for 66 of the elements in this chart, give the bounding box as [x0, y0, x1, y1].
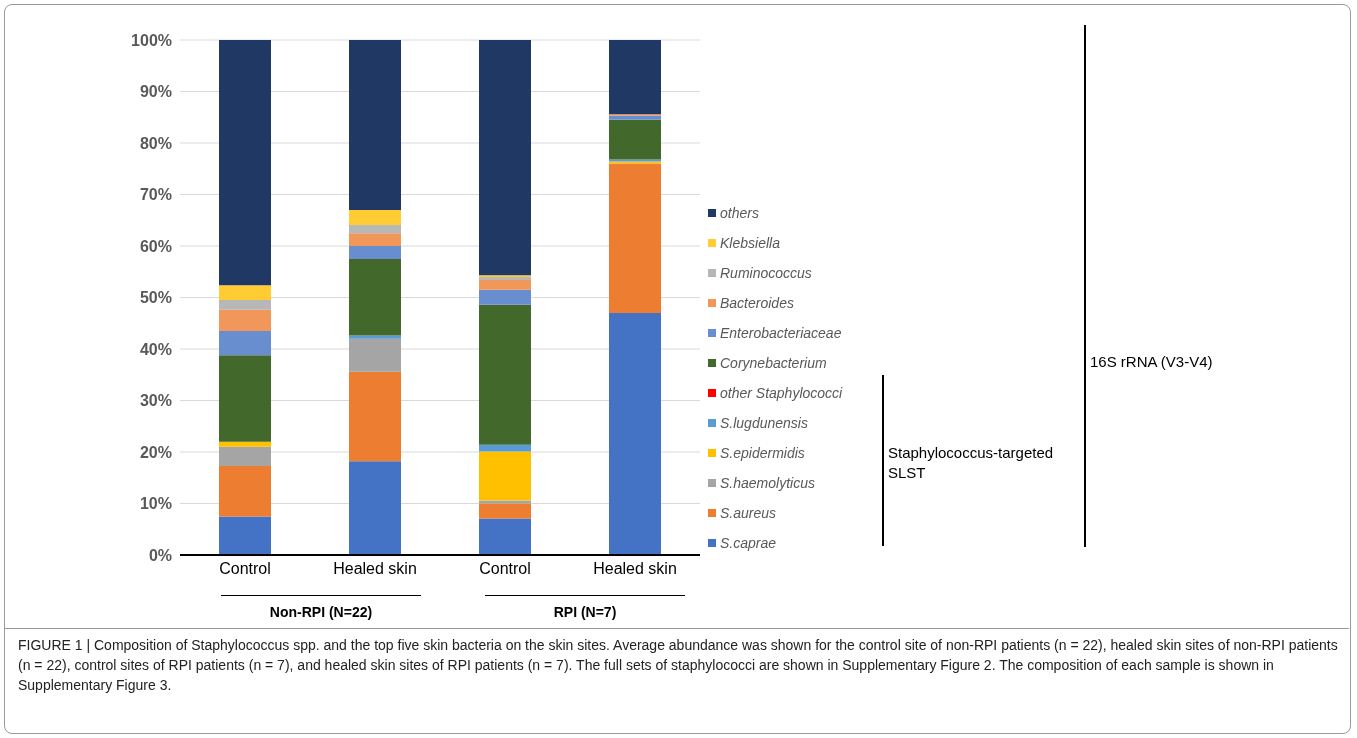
bar [479, 500, 531, 504]
text: Non-RPI (N=22) [268, 604, 374, 620]
y-tick-label: 50% [139, 289, 172, 307]
bar [219, 516, 271, 555]
bar [479, 279, 531, 290]
y-tick-label: 0% [148, 546, 172, 564]
bar [349, 209, 401, 225]
bar [349, 233, 401, 246]
legend-label: Klebsiella [720, 235, 780, 251]
y-tick-label: 70% [139, 186, 172, 204]
text: 16S rRNA (V3-V4) [1090, 353, 1213, 370]
bar [219, 309, 271, 331]
y-tick-label: 30% [139, 392, 172, 410]
bar [479, 304, 531, 445]
legend-label: S.haemolyticus [720, 475, 815, 491]
y-tick-label: 10% [139, 495, 172, 513]
bar [349, 246, 401, 259]
bar [609, 40, 661, 115]
bar [349, 338, 401, 372]
bar [349, 461, 401, 555]
y-tick-label: 80% [139, 134, 172, 152]
legend-label: S.epidermidis [720, 445, 805, 461]
bar [349, 40, 401, 210]
bar [479, 40, 531, 276]
bar [219, 300, 271, 310]
y-tick-label: 40% [139, 340, 172, 358]
x-tick-label: Control [219, 560, 271, 578]
bar [479, 444, 531, 452]
bar [609, 119, 661, 160]
legend-label: Enterobacteriaceae [720, 325, 842, 341]
bar [349, 258, 401, 336]
x-tick-label: Control [479, 560, 531, 578]
bar [349, 335, 401, 339]
bar [219, 285, 271, 301]
bar [219, 446, 271, 466]
bar [479, 451, 531, 501]
bar [219, 465, 271, 517]
y-tick-label: 90% [139, 83, 172, 101]
legend-label: S.aureus [720, 505, 777, 521]
text: RPI (N=7) [552, 604, 618, 620]
legend-label: others [720, 205, 759, 221]
bar [349, 224, 401, 234]
y-tick-label: 60% [139, 237, 172, 255]
bar [219, 355, 271, 442]
bar [479, 503, 531, 519]
y-tick-label: 20% [139, 443, 172, 461]
bar [219, 441, 271, 447]
legend-label: S.lugdunensis [720, 415, 808, 431]
legend-label: S.caprae [720, 535, 777, 551]
bar [609, 163, 661, 313]
legend-label: Bacteroides [720, 295, 794, 311]
bar [349, 371, 401, 462]
text: Staphylococcus-targeted SLST [888, 443, 1055, 483]
bar [479, 518, 531, 555]
x-tick-label: Healed skin [593, 560, 677, 578]
bar [219, 330, 271, 356]
bar [609, 115, 661, 120]
bar [479, 289, 531, 305]
y-tick-label: 100% [131, 31, 172, 49]
bar [219, 40, 271, 286]
legend-label: Ruminococcus [720, 265, 812, 281]
legend-label: Corynebacterium [720, 355, 827, 371]
bar [609, 312, 661, 555]
legend-label: other Staphylococci [720, 385, 843, 401]
caption: FIGURE 1 | Composition of Staphylococcus spp. and the top five skin bacteria on the skin sites. Average abundance was shown for the control site of non-RPI patients (n = 22), healed skin sites of non-RPI patients (n = 22), control sites of RPI patients (n = 7), and healed skin sites of RPI patients (n = 7). The full sets of staphylococci are shown in Supplementary Figure 2. The composition of each sample is shown in Supplementary Figure 3. [18, 636, 1338, 695]
x-tick-label: Healed skin [333, 560, 417, 578]
